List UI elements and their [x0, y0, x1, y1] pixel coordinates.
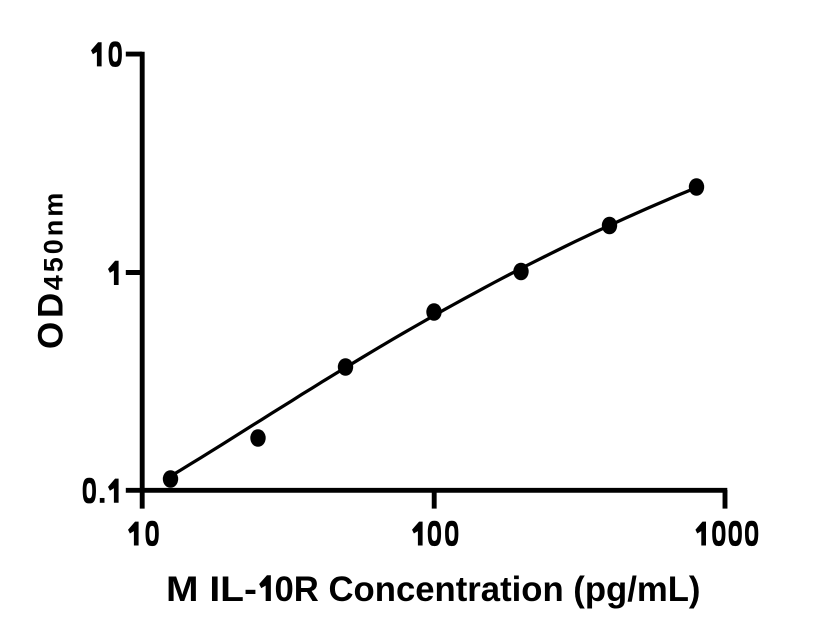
- svg-text:450nm: 450nm: [39, 190, 69, 291]
- svg-text:OD: OD: [32, 289, 71, 349]
- svg-text:M IL-: M IL-: [166, 569, 257, 609]
- svg-text:0R Concentration (pg/mL): 0R Concentration (pg/mL): [275, 569, 701, 609]
